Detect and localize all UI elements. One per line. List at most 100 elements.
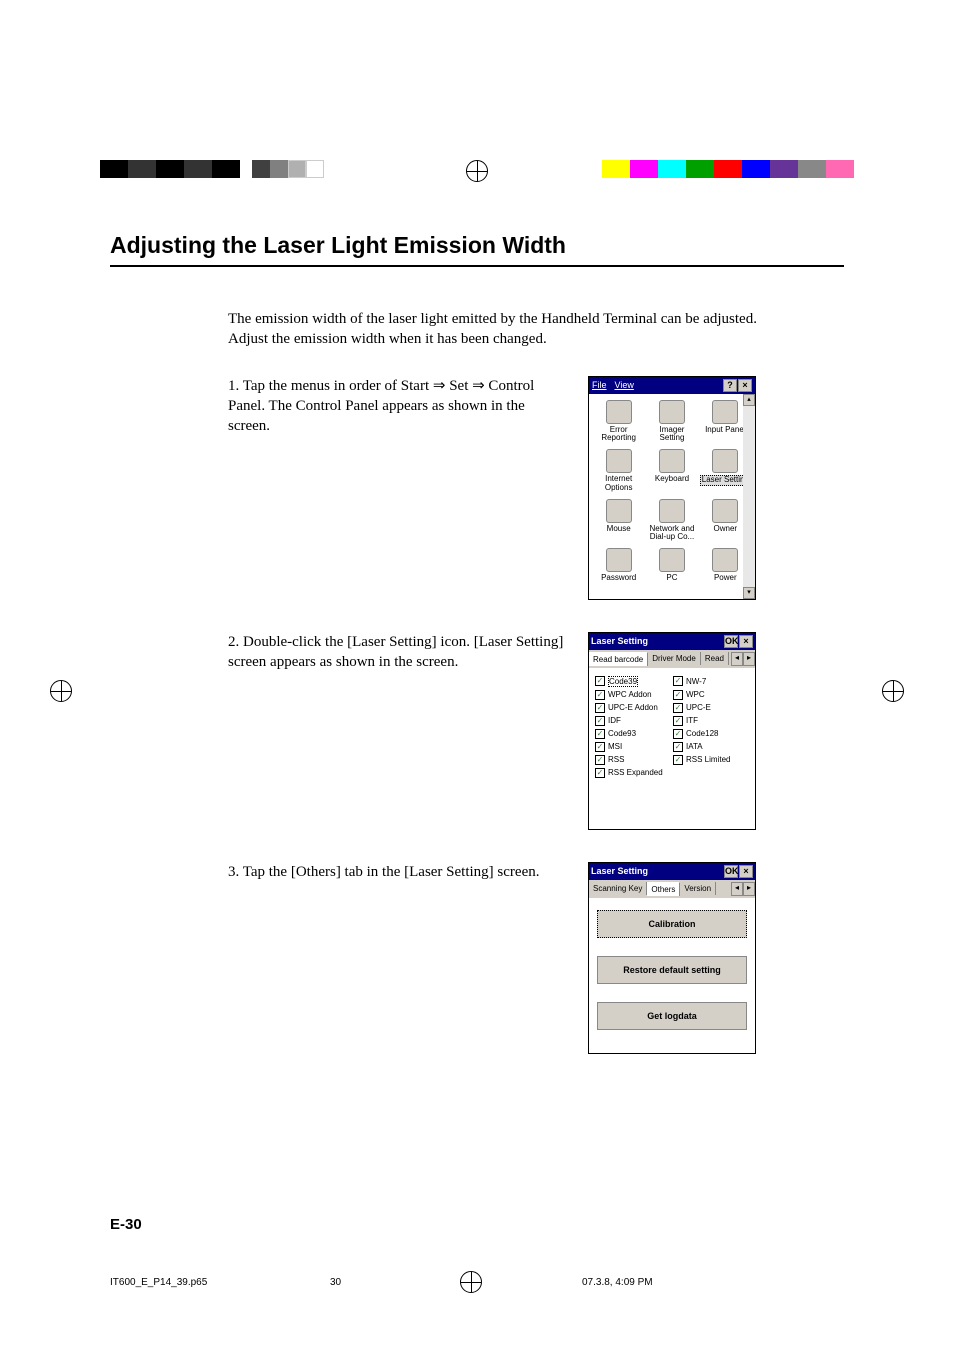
cp-item-icon	[712, 499, 738, 523]
scroll-down-icon[interactable]: ▾	[743, 587, 755, 599]
cp-item-icon	[659, 449, 685, 473]
restore-default-button[interactable]: Restore default setting	[597, 956, 747, 984]
checkbox-label: RSS Expanded	[608, 768, 663, 777]
step-3-text: 3. Tap the [Others] tab in the [Laser Se…	[228, 862, 588, 882]
ls-close-button-1[interactable]: ×	[739, 635, 753, 648]
checkbox-icon: ✓	[673, 716, 683, 726]
checkbox-icon: ✓	[673, 676, 683, 686]
cp-item-label: Input Panel	[704, 426, 746, 435]
ls-title-1: Laser Setting	[591, 636, 648, 646]
page-footer: IT600_E_P14_39.p65 30 07.3.8, 4:09 PM	[110, 1277, 844, 1293]
checkbox-item[interactable]: ✓WPC	[673, 690, 749, 700]
checkbox-icon: ✓	[673, 742, 683, 752]
checkbox-item[interactable]: ✓UPC-E Addon	[595, 703, 671, 713]
checkbox-label: RSS	[608, 755, 624, 764]
cp-menu-file[interactable]: File	[592, 380, 607, 390]
ls-ok-button-2[interactable]: OK	[724, 865, 738, 878]
cp-item[interactable]: Internet Options	[593, 447, 644, 495]
checkbox-label: UPC-E Addon	[608, 703, 658, 712]
checkbox-item[interactable]: ✓MSI	[595, 742, 671, 752]
registration-mark-right	[882, 680, 904, 702]
checkbox-item[interactable]: ✓IATA	[673, 742, 749, 752]
cp-item-icon	[712, 449, 738, 473]
checkbox-label: RSS Limited	[686, 755, 730, 764]
checkbox-icon: ✓	[673, 729, 683, 739]
cp-item[interactable]: Imager Setting	[646, 398, 697, 446]
cp-menu-view[interactable]: View	[615, 380, 634, 390]
ls-tabs-read: Read barcode Driver Mode Read ◂ ▸	[589, 650, 755, 668]
cp-item-label: Internet Options	[593, 475, 644, 493]
ls-title-2: Laser Setting	[591, 866, 648, 876]
checkbox-item[interactable]: ✓IDF	[595, 716, 671, 726]
footer-page: 30	[330, 1277, 460, 1293]
checkbox-item[interactable]: ✓RSS Limited	[673, 755, 749, 765]
checkbox-item[interactable]: ✓Code128	[673, 729, 749, 739]
checkbox-item[interactable]: ✓WPC Addon	[595, 690, 671, 700]
checkbox-item[interactable]: ✓RSS	[595, 755, 671, 765]
cp-item-icon	[606, 499, 632, 523]
checkbox-label: Code128	[686, 729, 718, 738]
checkbox-item[interactable]: ✓Code93	[595, 729, 671, 739]
checkbox-icon: ✓	[595, 690, 605, 700]
cp-item[interactable]: Network and Dial-up Co...	[646, 497, 697, 545]
cp-item-icon	[712, 400, 738, 424]
tab-scroll-right-icon-2[interactable]: ▸	[743, 882, 755, 896]
cp-item[interactable]: Password	[593, 546, 644, 585]
cp-item[interactable]: Mouse	[593, 497, 644, 545]
cp-item-icon	[659, 400, 685, 424]
ls-close-button-2[interactable]: ×	[739, 865, 753, 878]
checkbox-item[interactable]: ✓RSS Expanded	[595, 768, 671, 778]
tab-scroll-left-icon[interactable]: ◂	[731, 652, 743, 666]
cp-item[interactable]: Error Reporting	[593, 398, 644, 446]
cp-item-label: Keyboard	[654, 475, 690, 484]
color-bar-right	[602, 160, 854, 178]
cp-close-button[interactable]: ×	[738, 379, 752, 392]
ls-ok-button-1[interactable]: OK	[724, 635, 738, 648]
tab-read[interactable]: Read	[701, 652, 729, 665]
control-panel-screenshot: File View ? × Error ReportingImager Sett…	[588, 376, 756, 600]
scroll-up-icon[interactable]: ▴	[743, 394, 755, 406]
checkbox-icon: ✓	[595, 729, 605, 739]
checkbox-label: Code93	[608, 729, 636, 738]
cp-item[interactable]: PC	[646, 546, 697, 585]
checkbox-icon: ✓	[595, 716, 605, 726]
laser-setting-others-screenshot: Laser Setting OK × Scanning Key Others V…	[588, 862, 756, 1054]
cp-titlebar: File View ? ×	[589, 377, 755, 394]
step-1-text: 1. Tap the menus in order of Start ⇒ Set…	[228, 376, 588, 437]
cp-item[interactable]: Keyboard	[646, 447, 697, 495]
tab-others[interactable]: Others	[647, 882, 680, 896]
print-registration-marks	[0, 160, 954, 182]
page-title: Adjusting the Laser Light Emission Width	[110, 232, 844, 267]
footer-filename: IT600_E_P14_39.p65	[110, 1277, 330, 1293]
checkbox-label: UPC-E	[686, 703, 711, 712]
calibration-button[interactable]: Calibration	[597, 910, 747, 938]
step-2-text: 2. Double-click the [Laser Setting] icon…	[228, 632, 588, 673]
checkbox-item[interactable]: ✓ITF	[673, 716, 749, 726]
cp-item-label: Network and Dial-up Co...	[646, 525, 697, 543]
cp-item-label: Power	[713, 574, 738, 583]
page-number: E-30	[110, 1216, 142, 1233]
cp-scrollbar[interactable]: ▴ ▾	[743, 394, 755, 599]
cp-item-icon	[712, 548, 738, 572]
cp-item-label: Imager Setting	[646, 426, 697, 444]
get-logdata-button[interactable]: Get logdata	[597, 1002, 747, 1030]
cp-item-label: PC	[665, 574, 678, 583]
checkbox-label: IATA	[686, 742, 703, 751]
cp-item-icon	[606, 400, 632, 424]
tab-scanning-key[interactable]: Scanning Key	[589, 882, 647, 895]
checkbox-label: WPC	[686, 690, 705, 699]
step-2: 2. Double-click the [Laser Setting] icon…	[228, 632, 844, 830]
tab-version[interactable]: Version	[680, 882, 716, 895]
cp-item-label: Error Reporting	[593, 426, 644, 444]
checkbox-item[interactable]: ✓Code39	[595, 676, 671, 687]
tab-driver-mode[interactable]: Driver Mode	[648, 652, 701, 665]
checkbox-item[interactable]: ✓UPC-E	[673, 703, 749, 713]
intro-paragraph: The emission width of the laser light em…	[228, 309, 778, 350]
tab-scroll-left-icon-2[interactable]: ◂	[731, 882, 743, 896]
cp-item-icon	[606, 449, 632, 473]
tab-read-barcode[interactable]: Read barcode	[589, 652, 648, 666]
color-bar-left	[100, 160, 240, 178]
tab-scroll-right-icon[interactable]: ▸	[743, 652, 755, 666]
checkbox-item[interactable]: ✓NW-7	[673, 676, 749, 687]
cp-help-button[interactable]: ?	[723, 379, 737, 392]
